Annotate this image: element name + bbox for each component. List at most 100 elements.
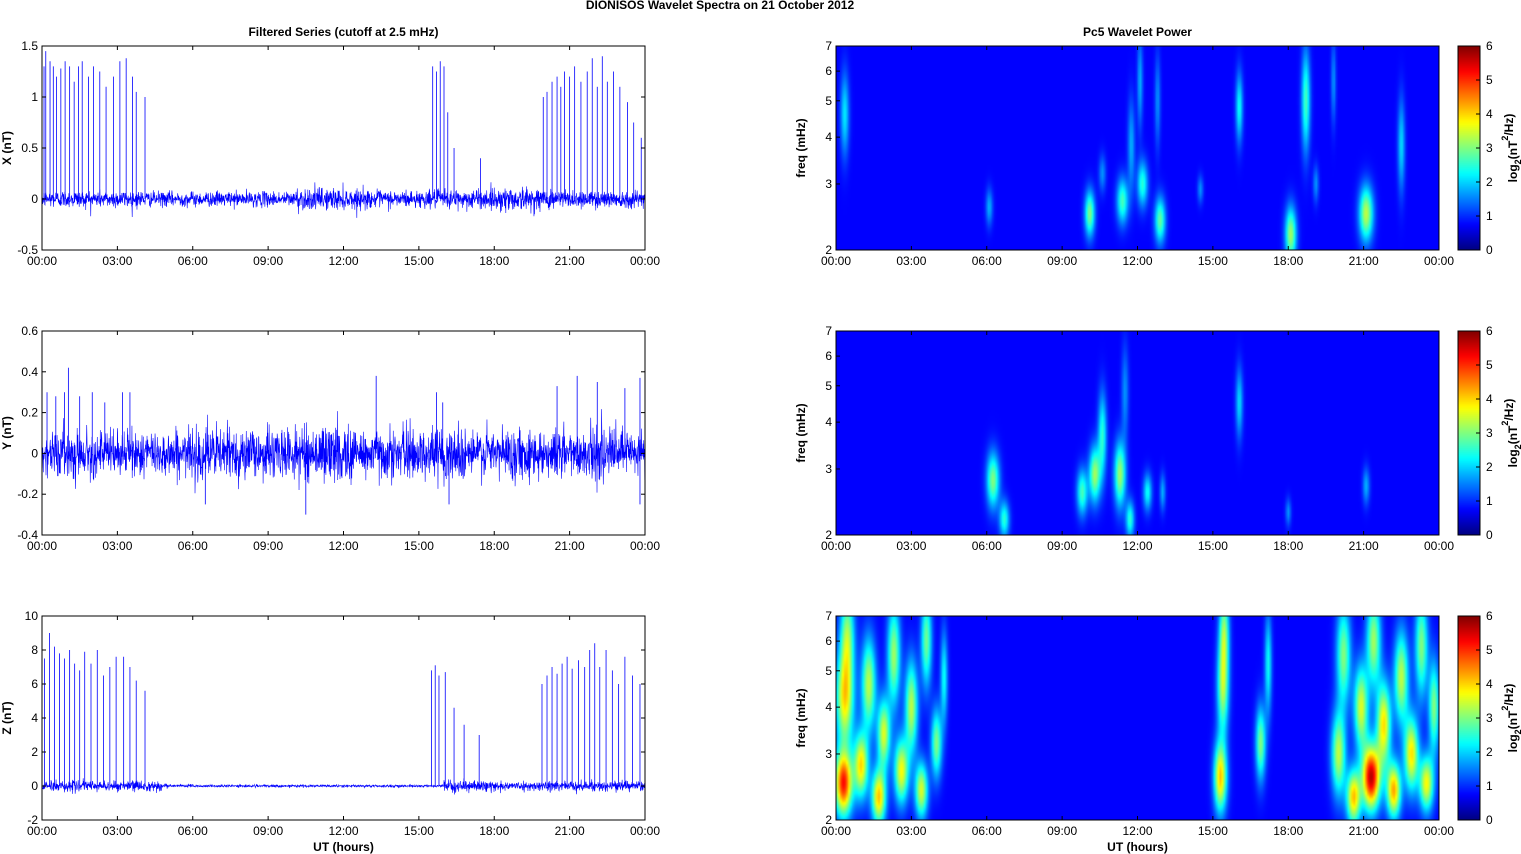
x-tick-label: 09:00 <box>1047 539 1077 553</box>
x-tick-label: 06:00 <box>972 824 1002 838</box>
x-tick-label: 00:00 <box>821 539 851 553</box>
y-tick-label: 0 <box>31 192 38 206</box>
colorbar-tick-label: 3 <box>1486 141 1493 155</box>
y-tick-label: 4 <box>825 415 832 429</box>
x-tick-label: 03:00 <box>102 824 132 838</box>
colorbar-label-part: 2 <box>1500 706 1510 711</box>
y-tick-label: 2 <box>825 813 832 827</box>
x-tick-label: 00:00 <box>1424 254 1454 268</box>
x-tick-label: 12:00 <box>1122 539 1152 553</box>
colorbar-label-part: (nT <box>1506 140 1520 159</box>
time-series-panel-1: -0.5 0 0.5 1 1.5 00:00 03:00 06:00 09:00 12:00 15:… <box>0 25 660 268</box>
plot-area <box>42 46 645 250</box>
x-tick-label: 06:00 <box>972 539 1002 553</box>
x-tick-label: 18:00 <box>479 254 509 268</box>
x-tick-label: 00:00 <box>630 254 660 268</box>
colorbar-tick-label: 5 <box>1486 73 1493 87</box>
x-tick-label: 21:00 <box>1349 254 1379 268</box>
colorbar-tick-label: 6 <box>1486 609 1493 623</box>
x-tick-label: 18:00 <box>479 539 509 553</box>
wavelet-panel-3: 2 3 4 5 6 7 00:00 03:00 06:00 09:00 12:00 15:00 18:0… <box>794 609 1521 854</box>
x-tick-label: 03:00 <box>896 539 926 553</box>
y-tick-label: 2 <box>31 745 38 759</box>
colorbar-label-part: 2 <box>1513 729 1521 734</box>
y-tick-label: 7 <box>825 39 832 53</box>
y-tick-label: 4 <box>825 700 832 714</box>
colorbar-tick-label: 0 <box>1486 813 1493 827</box>
y-tick-label: 5 <box>825 664 832 678</box>
x-tick-label: 18:00 <box>479 824 509 838</box>
x-tick-label: 09:00 <box>253 254 283 268</box>
x-tick-label: 06:00 <box>178 824 208 838</box>
x-tick-label: 00:00 <box>27 824 57 838</box>
colorbar-label-part: (nT <box>1506 710 1520 729</box>
y-tick-label: 6 <box>825 64 832 78</box>
x-tick-label: 00:00 <box>1424 539 1454 553</box>
colorbar-tick-label: 1 <box>1486 209 1493 223</box>
series-trace <box>41 182 646 218</box>
x-tick-label: 00:00 <box>630 824 660 838</box>
x-axis-label: UT (hours) <box>313 840 374 854</box>
x-tick-label: 18:00 <box>1273 254 1303 268</box>
x-tick-label: 00:00 <box>821 254 851 268</box>
y-tick-label: 0.6 <box>21 324 38 338</box>
colorbar: 0123456log2(nT2/Hz) <box>1457 39 1521 257</box>
panel-title: Pc5 Wavelet Power <box>1083 25 1192 39</box>
x-tick-label: 15:00 <box>404 824 434 838</box>
x-tick-label: 00:00 <box>630 539 660 553</box>
y-tick-label: 3 <box>825 462 832 476</box>
y-tick-label: 0.5 <box>21 141 38 155</box>
x-tick-label: 21:00 <box>1349 539 1379 553</box>
panels: -0.5 0 0.5 1 1.5 00:00 03:00 06:00 09:00 12:00 15:… <box>0 25 1521 854</box>
series-trace <box>41 409 646 494</box>
y-tick-label: 8 <box>31 643 38 657</box>
time-series-panel-2: -0.4 -0.2 0 0.2 0.4 0.6 00:00 03:00 06:00 09:00 12… <box>0 324 660 553</box>
x-tick-label: 00:00 <box>821 824 851 838</box>
x-tick-label: 15:00 <box>1198 254 1228 268</box>
colorbar-label: log2(nT2/Hz) <box>1500 399 1521 468</box>
x-tick-label: 03:00 <box>102 254 132 268</box>
colorbar-tick-label: 2 <box>1486 175 1493 189</box>
x-tick-label: 09:00 <box>253 539 283 553</box>
x-tick-label: 15:00 <box>404 539 434 553</box>
x-tick-label: 03:00 <box>102 539 132 553</box>
y-tick-label: 0 <box>31 446 38 460</box>
x-tick-label: 00:00 <box>27 539 57 553</box>
colorbar-tick-label: 1 <box>1486 779 1493 793</box>
colorbar-label-part: log <box>1506 449 1520 467</box>
x-tick-label: 21:00 <box>555 254 585 268</box>
colorbar-tick-label: 3 <box>1486 426 1493 440</box>
colorbar-tick-label: 2 <box>1486 745 1493 759</box>
y-tick-label: -0.2 <box>17 487 38 501</box>
y-tick-label: 3 <box>825 177 832 191</box>
y-tick-label: 2 <box>825 528 832 542</box>
colorbar-label-part: log <box>1506 734 1520 752</box>
y-tick-label: 1 <box>31 90 38 104</box>
x-tick-label: 03:00 <box>896 824 926 838</box>
y-tick-label: 7 <box>825 609 832 623</box>
x-tick-label: 12:00 <box>1122 824 1152 838</box>
colorbar-label-part: /Hz) <box>1502 114 1516 136</box>
x-tick-label: 06:00 <box>972 254 1002 268</box>
x-tick-label: 15:00 <box>1198 824 1228 838</box>
colorbar-label-part: /Hz) <box>1502 684 1516 706</box>
y-tick-label: 0.2 <box>21 406 38 420</box>
x-tick-label: 09:00 <box>253 824 283 838</box>
colorbar: 0123456log2(nT2/Hz) <box>1457 324 1521 542</box>
y-tick-label: 0.4 <box>21 365 38 379</box>
y-tick-label: 1.5 <box>21 39 38 53</box>
colorbar-tick-label: 0 <box>1486 528 1493 542</box>
wavelet-power-map <box>836 46 1439 250</box>
x-tick-label: 12:00 <box>328 254 358 268</box>
x-tick-label: 12:00 <box>328 824 358 838</box>
colorbar-tick-label: 3 <box>1486 711 1493 725</box>
x-tick-label: 09:00 <box>1047 254 1077 268</box>
colorbar-tick-label: 1 <box>1486 494 1493 508</box>
colorbar-tick-label: 4 <box>1486 677 1493 691</box>
y-tick-label: -0.5 <box>17 243 38 257</box>
x-tick-label: 21:00 <box>555 824 585 838</box>
colorbar-label-part: 2 <box>1513 444 1521 449</box>
colorbar-label-part: 2 <box>1500 136 1510 141</box>
y-tick-label: -0.4 <box>17 528 38 542</box>
